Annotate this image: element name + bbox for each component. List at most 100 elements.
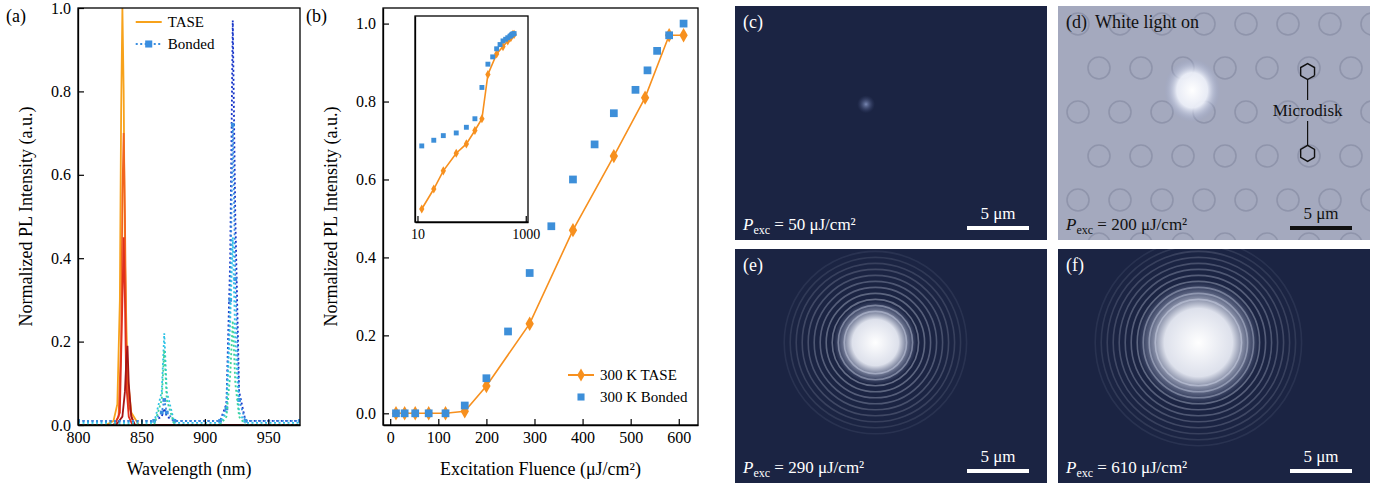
micrograph: (d)White light onMicrodiskPexc = 200 μJ/…: [1058, 6, 1379, 255]
legend: TASE Bonded: [136, 14, 215, 52]
label-text: = 610 μJ/cm²: [1093, 458, 1187, 477]
interference-fringe: [826, 293, 924, 391]
interference-fringe: [1107, 251, 1289, 433]
tick-mark: [390, 419, 391, 425]
emission-spot: [1164, 58, 1220, 122]
data-point: [490, 54, 495, 59]
tick-mark: [417, 216, 418, 222]
data-point: [160, 411, 164, 415]
micrograph: (f)Pexc = 610 μJ/cm²5 μm: [1058, 239, 1370, 483]
tick: 1000: [512, 216, 540, 242]
scale-bar-label: 5 μm: [980, 447, 1015, 466]
plot-frame: [78, 8, 300, 425]
tick-label: 1.0: [51, 0, 71, 17]
label-symbol: P: [1065, 215, 1076, 234]
microdisk-outline: [1298, 233, 1320, 240]
interference-fringe: [784, 251, 966, 433]
tick-label: 0.2: [356, 327, 376, 344]
data-point: [569, 176, 577, 184]
image-content: [1058, 249, 1370, 483]
tick-label: 0.6: [356, 171, 376, 188]
tick-mark: [383, 179, 389, 180]
label-symbol: P: [742, 458, 753, 477]
interference-fringe: [1113, 257, 1283, 427]
plot-frame: [415, 16, 528, 222]
image-background: [1058, 6, 1370, 240]
tick-mark: [526, 216, 527, 222]
data-point: [665, 31, 673, 39]
series-line: [78, 237, 300, 425]
microdisk-outline: [1130, 57, 1152, 79]
series-line: [78, 133, 300, 425]
microdisk-outline: [1067, 13, 1089, 35]
tick-label: 0.4: [51, 250, 71, 267]
label-subscript: exc: [1076, 466, 1093, 480]
tick: 1.0: [356, 15, 389, 32]
microdisk-outline: [1298, 57, 1320, 79]
tick-label: 0.6: [51, 166, 71, 183]
x-axis-title: Excitation Fluence (μJ/cm²): [440, 459, 641, 480]
tick: 0.8: [356, 93, 389, 110]
data-point: [512, 31, 517, 36]
label-text: = 50 μJ/cm²: [770, 215, 856, 234]
microdisk-outline: [1256, 57, 1278, 79]
tick-label: 100: [427, 429, 451, 446]
tick-mark: [383, 413, 389, 414]
tick: 0.4: [356, 249, 389, 266]
data-point: [641, 90, 649, 104]
legend-line: [136, 21, 162, 23]
data-point: [485, 70, 490, 79]
microdisk-outline: [1172, 233, 1194, 240]
tick: 600: [667, 419, 691, 446]
plot-area: [419, 30, 517, 214]
data-point: [442, 409, 450, 417]
inset-background: [415, 16, 528, 222]
legend-entry: Bonded: [136, 36, 215, 52]
tick-label: 950: [257, 429, 281, 446]
data-point: [454, 131, 459, 136]
image-background: [735, 249, 1047, 483]
scale-bar: [1290, 469, 1352, 473]
tick-label: 0.4: [356, 249, 376, 266]
panel-letter: (c): [743, 12, 763, 33]
series-line: [78, 8, 300, 425]
microdisk-outline: [1151, 189, 1173, 211]
interference-fringe: [832, 299, 918, 385]
data-point: [644, 66, 652, 74]
tick: 400: [571, 419, 595, 446]
interference-fringe: [802, 269, 948, 415]
microdisk-outline: [1277, 189, 1299, 211]
data-point: [392, 409, 400, 417]
interference-fringe: [796, 263, 954, 421]
tick-mark: [268, 419, 269, 425]
scale-bar: [967, 469, 1029, 473]
panel-letter: (a): [6, 6, 26, 27]
microdisk-outline: [1361, 101, 1370, 123]
scale-bar-label: 5 μm: [1303, 447, 1338, 466]
excitation-label: Pexc = 200 μJ/cm²: [1065, 215, 1187, 237]
plot-area: [78, 8, 300, 425]
image-background: [735, 6, 1047, 240]
tick: 0.4: [51, 250, 84, 267]
microdisk-outline: [1109, 101, 1131, 123]
image-content: [735, 6, 1047, 240]
microdisk-outline: [1235, 13, 1257, 35]
excitation-label: Pexc = 290 μJ/cm²: [742, 458, 864, 480]
microdisk-outline: [1256, 233, 1278, 240]
data-point: [679, 28, 687, 42]
data-point: [165, 411, 169, 415]
emission-spot: [857, 95, 875, 113]
legend-label: TASE: [168, 14, 204, 30]
data-point: [569, 223, 577, 237]
panel-letter: (d): [1066, 12, 1087, 33]
series-line: [78, 125, 300, 421]
microdisk-outline: [1340, 145, 1362, 167]
microdisk-outline: [1130, 233, 1152, 240]
tick-mark: [486, 419, 487, 425]
microdisk-outline: [1319, 13, 1341, 35]
data-point: [461, 402, 469, 410]
tick-label: 850: [130, 429, 154, 446]
tick: 500: [619, 419, 643, 446]
label-subscript: exc: [753, 466, 770, 480]
tick-mark: [383, 101, 389, 102]
